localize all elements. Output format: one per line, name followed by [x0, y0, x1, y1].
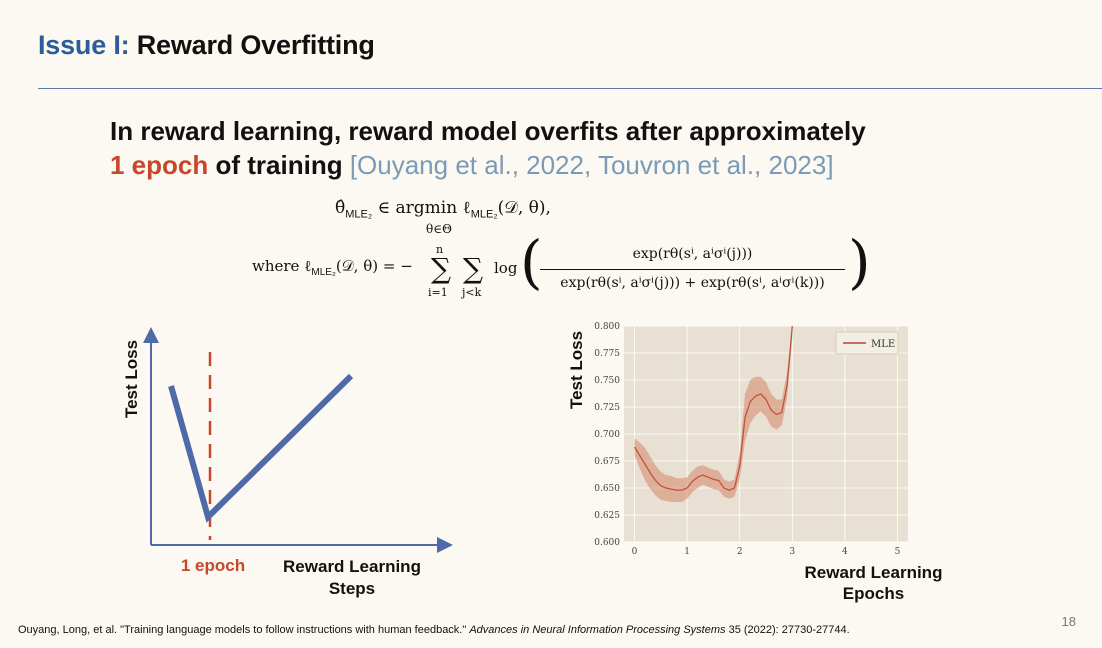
y-tick-label: 0.650: [594, 484, 620, 494]
y-tick-labels: 0.600 0.625 0.650 0.675 0.700 0.725 0.750 0.775…: [594, 322, 620, 548]
eq1-mid: ∈ argmin ℓ: [377, 198, 471, 218]
footer-authors: Ouyang, Long, et al. "Training language …: [18, 624, 467, 636]
left-x-label: Reward Learning Steps: [283, 557, 421, 598]
title-divider: [38, 88, 1102, 89]
y-tick-label: 0.725: [594, 403, 620, 413]
sum-bottom-i: i=1: [428, 286, 448, 299]
fraction-bar: [540, 269, 845, 270]
page-number: 18: [1061, 614, 1076, 629]
y-tick-label: 0.600: [594, 538, 620, 548]
eq2-def: (𝒟, θ) = −: [335, 257, 413, 275]
x-tick-label: 1: [684, 547, 690, 557]
fraction-denominator: exp(rθ(sⁱ, aⁱσⁱ(j))) + exp(rθ(sⁱ, aⁱσⁱ(k…: [560, 275, 825, 291]
eq1-under: θ∈Θ: [426, 222, 452, 236]
headline-highlight: 1 epoch: [110, 150, 209, 180]
headline: In reward learning, reward model overfit…: [110, 114, 1010, 182]
y-tick-label: 0.700: [594, 430, 620, 440]
eq1-lhs: θ̂: [335, 198, 346, 218]
headline-part1: In reward learning, reward model overfit…: [110, 116, 866, 146]
sum-top: n: [436, 243, 444, 256]
sum-symbol-i: ∑: [431, 252, 451, 285]
mle-loss-chart: 0.600 0.625 0.650 0.675 0.700 0.725 0.750 0.775…: [594, 322, 908, 557]
y-tick-label: 0.750: [594, 376, 620, 386]
title-prefix: Issue I:: [38, 30, 130, 60]
log-text: log: [494, 259, 518, 277]
mle-uncertainty-band: [634, 326, 793, 503]
legend-entry-mle: MLE: [871, 339, 895, 350]
mle-series-line: [633, 325, 793, 491]
eq1-sub-2: MLE₂: [470, 208, 498, 221]
fraction-numerator: exp(rθ(sⁱ, aⁱσⁱ(j))): [632, 246, 753, 262]
equation-loss-def: where ℓMLE₂(𝒟, θ) = −: [252, 257, 413, 278]
footer-citation: Ouyang, Long, et al. "Training language …: [18, 624, 850, 636]
eq2-sub: MLE₂: [311, 267, 336, 278]
y-tick-label: 0.675: [594, 457, 620, 467]
headline-part2: of training: [215, 150, 343, 180]
y-tick-label: 0.800: [594, 322, 620, 332]
sum-symbol-jk: ∑: [463, 252, 483, 285]
title-main: Reward Overfitting: [136, 30, 375, 60]
x-tick-label: 4: [842, 547, 848, 557]
sum-bottom-jk: j<k: [462, 286, 482, 299]
right-x-label: Reward Learning Epochs: [804, 563, 943, 603]
eq1-rhs: (𝒟, θ),: [497, 198, 551, 218]
x-tick-label: 2: [737, 547, 743, 557]
footer-venue: Advances in Neural Information Processin…: [469, 624, 726, 636]
schematic-loss-curve: [168, 373, 354, 523]
slide-title: Issue I: Reward Overfitting: [38, 30, 375, 61]
footer-details: 35 (2022): 27730-27744.: [728, 624, 850, 636]
y-tick-label: 0.625: [594, 511, 620, 521]
eq2-where: where ℓ: [252, 257, 312, 275]
right-y-label: Test Loss: [567, 330, 586, 410]
y-tick-label: 0.775: [594, 349, 620, 359]
x-tick-label: 0: [632, 547, 638, 557]
right-paren: ): [848, 228, 871, 296]
headline-citation: [Ouyang et al., 2022, Touvron et al., 20…: [349, 150, 834, 180]
eq1-sub: MLE₂: [345, 208, 373, 221]
equation-argmin: θ̂MLE₂ ∈ argmin ℓMLE₂(𝒟, θ),: [335, 198, 551, 220]
legend-box: [835, 331, 899, 355]
left-y-label: Test Loss: [122, 339, 141, 419]
x-tick-label: 5: [895, 547, 901, 557]
left-paren: (: [520, 228, 543, 296]
chart-legend: MLE: [835, 331, 899, 355]
x-tick-labels: 0 1 2 3 4 5: [632, 547, 901, 557]
left-epoch-label: 1 epoch: [180, 556, 246, 575]
x-tick-label: 3: [789, 547, 795, 557]
